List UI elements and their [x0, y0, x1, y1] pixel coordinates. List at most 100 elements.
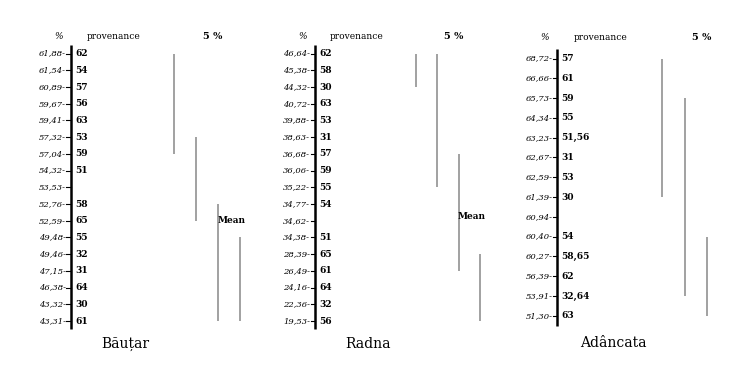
- Text: 32,64: 32,64: [562, 291, 590, 301]
- Text: 51,30-: 51,30-: [525, 312, 552, 320]
- Text: %: %: [299, 31, 307, 41]
- Text: 60,27-: 60,27-: [525, 252, 552, 260]
- Text: 54: 54: [75, 66, 88, 75]
- Text: 64: 64: [75, 283, 88, 292]
- Text: 56: 56: [75, 99, 88, 108]
- Text: 31: 31: [319, 133, 332, 142]
- Text: 49,46-: 49,46-: [39, 250, 66, 258]
- Text: 34,62-: 34,62-: [283, 217, 310, 225]
- Text: 54,32-: 54,32-: [39, 167, 66, 175]
- Text: 46,38-: 46,38-: [39, 284, 66, 291]
- Text: 66,66-: 66,66-: [525, 74, 552, 82]
- Text: 57,04-: 57,04-: [39, 150, 66, 158]
- Text: 62,67-: 62,67-: [525, 154, 552, 162]
- Text: 61: 61: [319, 266, 332, 275]
- Text: provenance: provenance: [573, 33, 627, 42]
- Text: 56,39-: 56,39-: [525, 272, 552, 280]
- Text: 62: 62: [319, 49, 331, 58]
- Text: 55: 55: [75, 233, 88, 242]
- Text: 61,54-: 61,54-: [39, 66, 66, 74]
- Text: 53: 53: [562, 173, 574, 182]
- Text: 34,77-: 34,77-: [283, 200, 310, 208]
- Text: 43,32-: 43,32-: [39, 300, 66, 308]
- Text: 57: 57: [319, 149, 331, 158]
- Text: 32: 32: [75, 250, 88, 259]
- Text: 57: 57: [562, 54, 574, 63]
- Text: 65,73-: 65,73-: [525, 94, 552, 102]
- Text: Băuțar: Băuțar: [101, 336, 150, 351]
- Text: 60,89-: 60,89-: [39, 83, 66, 91]
- Text: 36,68-: 36,68-: [283, 150, 310, 158]
- Text: %: %: [54, 31, 63, 41]
- Text: 51,56: 51,56: [562, 133, 590, 142]
- Text: 32: 32: [319, 300, 331, 309]
- Text: 31: 31: [75, 266, 88, 275]
- Text: 58: 58: [75, 200, 88, 209]
- Text: 52,76-: 52,76-: [39, 200, 66, 208]
- Text: 30: 30: [319, 83, 331, 91]
- Text: 53,91-: 53,91-: [525, 292, 552, 300]
- Text: 63,23-: 63,23-: [525, 134, 552, 142]
- Text: 55: 55: [562, 113, 574, 122]
- Text: 64: 64: [319, 283, 331, 292]
- Text: 57,32-: 57,32-: [39, 133, 66, 141]
- Text: 64,34-: 64,34-: [525, 114, 552, 122]
- Text: Mean: Mean: [218, 216, 246, 225]
- Text: 5 %: 5 %: [692, 33, 711, 42]
- Text: 5 %: 5 %: [444, 31, 463, 41]
- Text: 54: 54: [319, 200, 331, 209]
- Text: 62,59-: 62,59-: [525, 173, 552, 181]
- Text: 46,64-: 46,64-: [283, 50, 310, 58]
- Text: 30: 30: [562, 192, 574, 202]
- Text: 22,36-: 22,36-: [283, 300, 310, 308]
- Text: 43,31-: 43,31-: [39, 317, 66, 325]
- Text: 54: 54: [562, 232, 574, 241]
- Text: 28,39-: 28,39-: [283, 250, 310, 258]
- Text: 65: 65: [319, 250, 331, 259]
- Text: 31: 31: [562, 153, 574, 162]
- Text: 59: 59: [319, 166, 331, 175]
- Text: 47,15-: 47,15-: [39, 267, 66, 275]
- Text: 65: 65: [75, 216, 88, 225]
- Text: Mean: Mean: [458, 212, 486, 221]
- Text: provenance: provenance: [329, 31, 383, 41]
- Text: 38,63-: 38,63-: [283, 133, 310, 141]
- Text: 63: 63: [75, 116, 88, 125]
- Text: 44,32-: 44,32-: [283, 83, 310, 91]
- Text: 59: 59: [562, 94, 574, 103]
- Text: 40,72-: 40,72-: [283, 100, 310, 108]
- Text: 52,59-: 52,59-: [39, 217, 66, 225]
- Text: 45,38-: 45,38-: [283, 66, 310, 74]
- Text: 59: 59: [75, 149, 88, 158]
- Text: 5 %: 5 %: [204, 31, 223, 41]
- Text: 60,94-: 60,94-: [525, 213, 552, 221]
- Text: provenance: provenance: [86, 31, 140, 41]
- Text: 62: 62: [75, 49, 88, 58]
- Text: 36,06-: 36,06-: [283, 167, 310, 175]
- Text: 59,67-: 59,67-: [39, 100, 66, 108]
- Text: 19,53-: 19,53-: [283, 317, 310, 325]
- Text: 55: 55: [319, 183, 331, 192]
- Text: 63: 63: [319, 99, 332, 108]
- Text: 53,53-: 53,53-: [39, 183, 66, 191]
- Text: 51: 51: [319, 233, 331, 242]
- Text: 61: 61: [75, 316, 88, 326]
- Text: 61,88-: 61,88-: [39, 50, 66, 58]
- Text: 24,16-: 24,16-: [283, 284, 310, 291]
- Text: 60,40-: 60,40-: [525, 233, 552, 241]
- Text: 68,72-: 68,72-: [525, 55, 552, 63]
- Text: %: %: [541, 33, 549, 42]
- Text: 61: 61: [562, 74, 574, 83]
- Text: 63: 63: [562, 311, 574, 320]
- Text: 49,48-: 49,48-: [39, 233, 66, 242]
- Text: Radna: Radna: [345, 337, 391, 351]
- Text: 34,38-: 34,38-: [283, 233, 310, 242]
- Text: 30: 30: [75, 300, 88, 309]
- Text: 61,39-: 61,39-: [525, 193, 552, 201]
- Text: 53: 53: [319, 116, 331, 125]
- Text: 59,41-: 59,41-: [39, 116, 66, 124]
- Text: Adâncata: Adâncata: [579, 336, 646, 349]
- Text: 56: 56: [319, 316, 331, 326]
- Text: 51: 51: [75, 166, 88, 175]
- Text: 26,49-: 26,49-: [283, 267, 310, 275]
